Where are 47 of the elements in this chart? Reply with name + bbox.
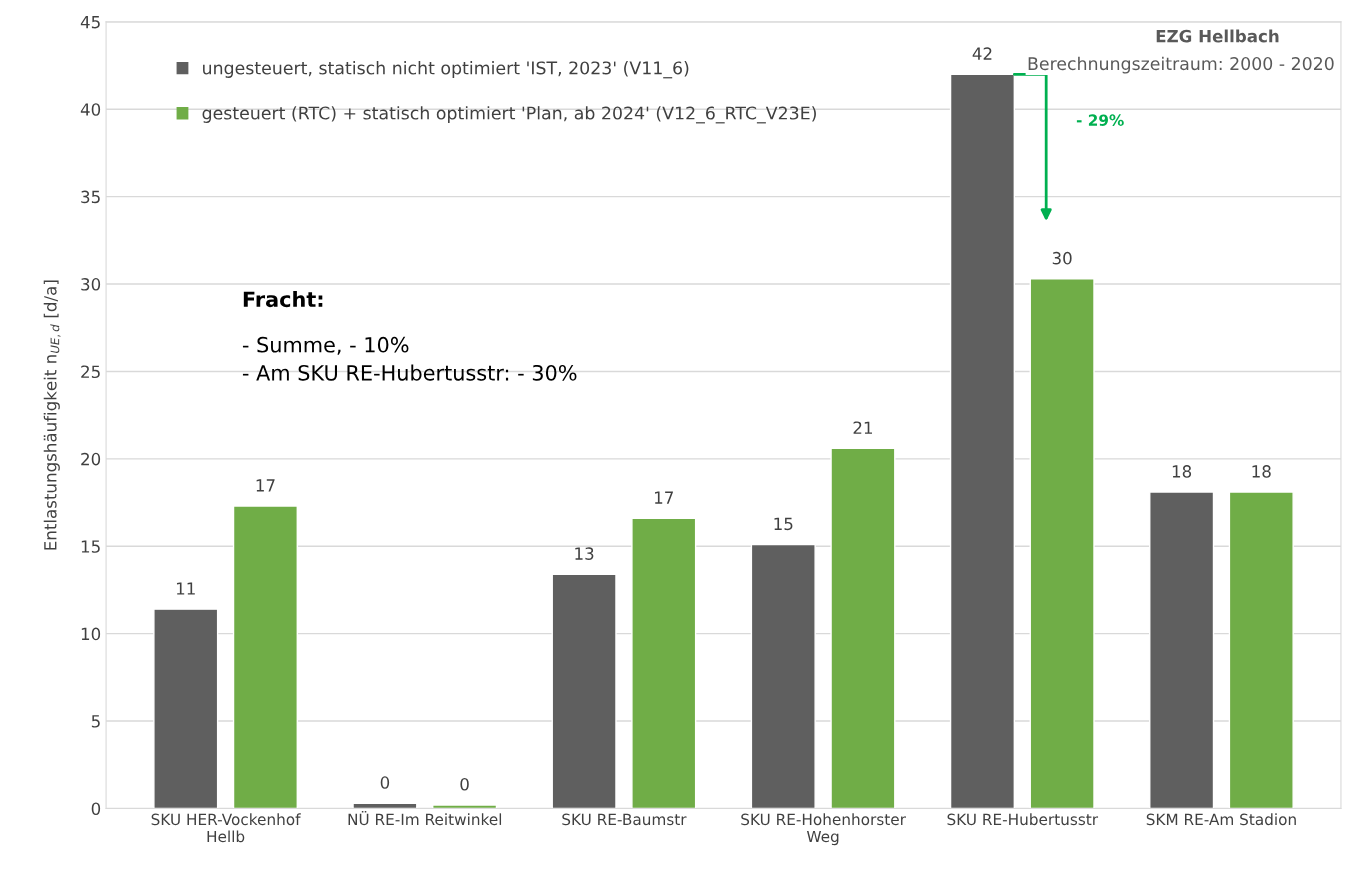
bar bbox=[1029, 278, 1095, 809]
x-tick-label: NÜ RE-Im Reitwinkel bbox=[348, 811, 502, 826]
bar bbox=[232, 505, 298, 809]
y-tick-label: 35 bbox=[81, 190, 100, 204]
data-label: 18 bbox=[1252, 465, 1271, 478]
data-label: 21 bbox=[853, 421, 873, 434]
data-label: 15 bbox=[774, 517, 793, 531]
chart-title: EZG Hellbach bbox=[1156, 29, 1279, 43]
annotation: Fracht: bbox=[243, 291, 323, 308]
bar bbox=[1149, 491, 1215, 809]
data-label: 0 bbox=[380, 776, 390, 789]
data-label: 0 bbox=[460, 778, 469, 791]
bar bbox=[1228, 491, 1294, 809]
text: Berechnungszeitraum: 2000 - 2020 bbox=[1028, 56, 1334, 74]
legend-label: ungesteuert, statisch nicht optimiert 'IST, 2023' (V11_6) bbox=[203, 61, 689, 79]
x-tick-label: SKU HER-Vockenhof Hellb bbox=[151, 813, 301, 843]
x-tick-label: SKM RE-Am Stadion bbox=[1146, 813, 1296, 826]
annotation: - Summe, - 10% - Am SKU RE-Hubertusstr: - 30% bbox=[242, 336, 577, 381]
data-label: 17 bbox=[654, 491, 673, 504]
y-tick-label: 0 bbox=[91, 802, 101, 816]
x-tick-label: SKU RE-Baumstr bbox=[562, 813, 687, 826]
data-label: 18 bbox=[1172, 465, 1192, 478]
y-tick-label: 10 bbox=[81, 627, 101, 641]
y-axis-title: Entlastungshäufigkeit n$_{UE,d}$ [d/a] bbox=[43, 280, 61, 550]
bar bbox=[949, 73, 1016, 809]
x-tick-label: SKU RE-Hubertusstr bbox=[947, 813, 1099, 826]
data-label: 17 bbox=[256, 479, 275, 492]
y-tick-label: 25 bbox=[81, 365, 100, 379]
bar bbox=[551, 573, 617, 809]
y-tick-label: 5 bbox=[91, 715, 100, 728]
bar bbox=[830, 447, 896, 809]
data-label: 11 bbox=[176, 582, 195, 595]
y-tick-label: 15 bbox=[81, 540, 100, 553]
y-tick-label: 30 bbox=[81, 278, 101, 291]
data-label: 13 bbox=[575, 547, 594, 560]
bar bbox=[750, 543, 816, 809]
y-tick-label: 45 bbox=[80, 16, 100, 29]
x-tick-label: SKU RE-Hohenhorster Weg bbox=[741, 813, 906, 846]
bar bbox=[432, 804, 498, 809]
y-tick-label: 40 bbox=[80, 103, 101, 116]
bar bbox=[631, 517, 697, 809]
annotation: - 29% bbox=[1076, 114, 1124, 126]
data-label: 30 bbox=[1052, 251, 1072, 265]
data-label: 42 bbox=[972, 47, 992, 60]
legend-label: gesteuert (RTC) + statisch optimiert 'Plan, ab 2024' (V12_6_RTC_V23E) bbox=[202, 106, 816, 124]
y-tick-label: 20 bbox=[81, 452, 101, 466]
bar bbox=[153, 608, 219, 809]
